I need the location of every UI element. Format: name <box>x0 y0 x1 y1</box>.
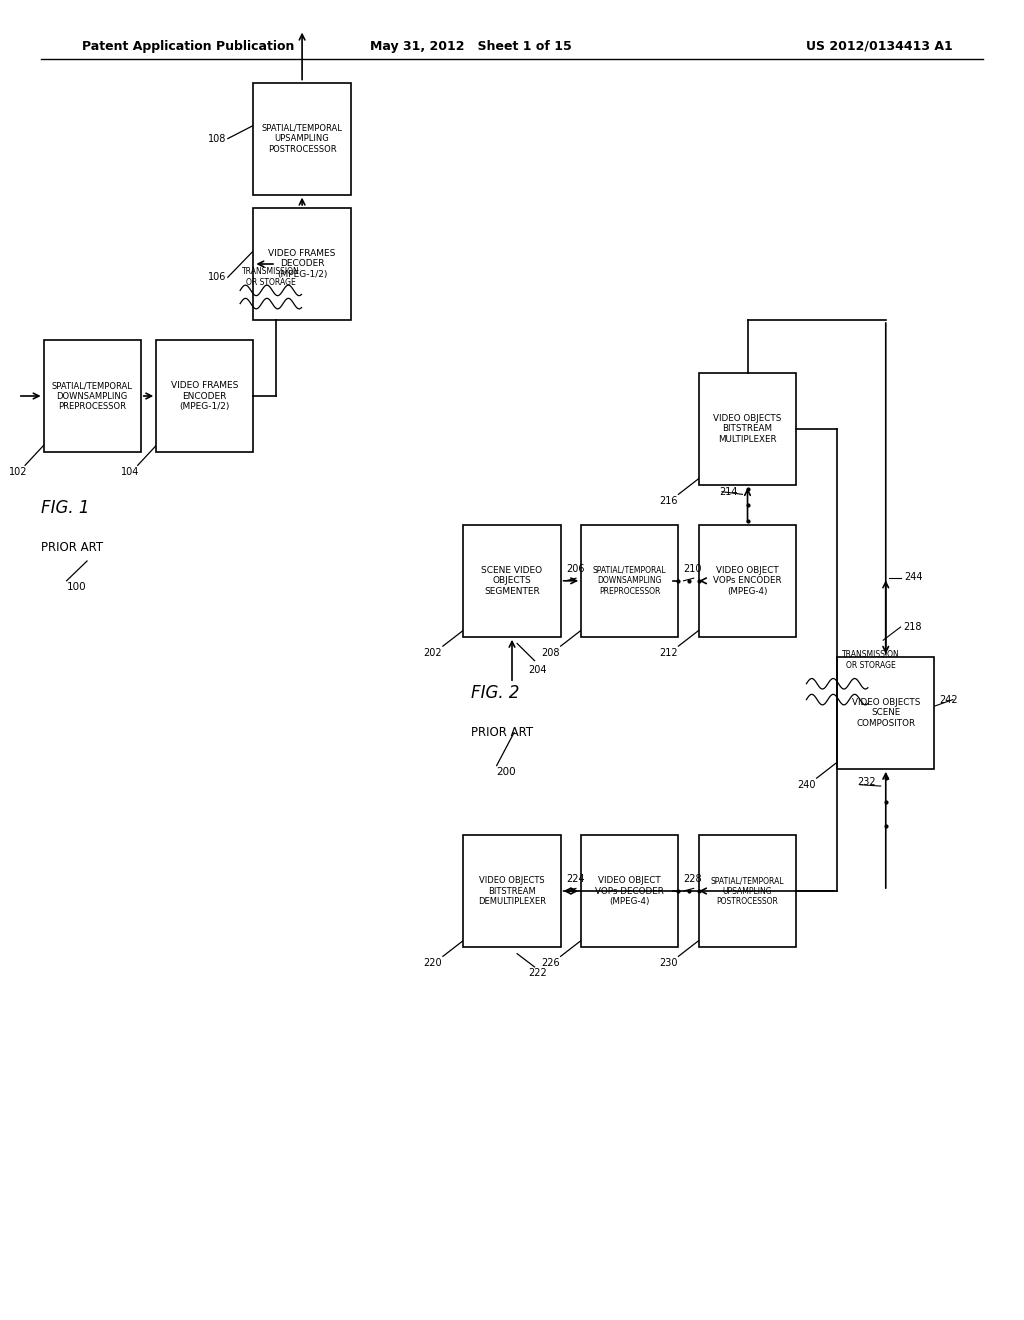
Text: TRANSMISSION
OR STORAGE: TRANSMISSION OR STORAGE <box>842 651 900 669</box>
FancyBboxPatch shape <box>838 656 934 768</box>
FancyBboxPatch shape <box>698 524 797 636</box>
FancyBboxPatch shape <box>254 82 350 195</box>
Text: 204: 204 <box>528 665 547 675</box>
Text: VIDEO FRAMES
DECODER
(MPEG-1/2): VIDEO FRAMES DECODER (MPEG-1/2) <box>268 249 336 279</box>
FancyBboxPatch shape <box>582 834 678 948</box>
FancyBboxPatch shape <box>698 372 797 484</box>
Text: US 2012/0134413 A1: US 2012/0134413 A1 <box>806 40 952 53</box>
Text: 232: 232 <box>857 777 876 787</box>
FancyBboxPatch shape <box>582 524 678 636</box>
FancyBboxPatch shape <box>463 834 561 948</box>
Text: 240: 240 <box>797 780 816 789</box>
FancyBboxPatch shape <box>43 341 141 451</box>
Text: PRIOR ART: PRIOR ART <box>41 541 103 554</box>
Text: SPATIAL/TEMPORAL
UPSAMPLING
POSTROCESSOR: SPATIAL/TEMPORAL UPSAMPLING POSTROCESSOR <box>711 876 784 906</box>
Text: 102: 102 <box>8 467 28 477</box>
Text: PRIOR ART: PRIOR ART <box>471 726 534 739</box>
Text: 220: 220 <box>423 958 442 968</box>
Text: VIDEO OBJECTS
BITSTREAM
DEMULTIPLEXER: VIDEO OBJECTS BITSTREAM DEMULTIPLEXER <box>478 876 546 906</box>
Text: FIG. 2: FIG. 2 <box>471 684 519 702</box>
Text: 242: 242 <box>940 694 958 705</box>
Text: 212: 212 <box>658 648 678 657</box>
Text: SCENE VIDEO
OBJECTS
SEGMENTER: SCENE VIDEO OBJECTS SEGMENTER <box>481 566 543 595</box>
Text: 244: 244 <box>904 573 923 582</box>
Text: May 31, 2012   Sheet 1 of 15: May 31, 2012 Sheet 1 of 15 <box>370 40 572 53</box>
FancyBboxPatch shape <box>157 341 254 451</box>
Text: SPATIAL/TEMPORAL
DOWNSAMPLING
PREPROCESSOR: SPATIAL/TEMPORAL DOWNSAMPLING PREPROCESS… <box>593 566 667 595</box>
Text: 228: 228 <box>684 874 702 884</box>
Text: Patent Application Publication: Patent Application Publication <box>82 40 294 53</box>
Text: 100: 100 <box>67 582 86 593</box>
Text: 214: 214 <box>719 487 737 496</box>
Text: 206: 206 <box>565 564 585 574</box>
Text: TRANSMISSION
OR STORAGE: TRANSMISSION OR STORAGE <box>242 268 300 286</box>
Text: VIDEO OBJECTS
BITSTREAM
MULTIPLEXER: VIDEO OBJECTS BITSTREAM MULTIPLEXER <box>714 414 781 444</box>
Text: SPATIAL/TEMPORAL
UPSAMPLING
POSTROCESSOR: SPATIAL/TEMPORAL UPSAMPLING POSTROCESSOR <box>262 124 342 153</box>
Text: 210: 210 <box>684 564 702 574</box>
FancyBboxPatch shape <box>463 524 561 636</box>
Text: SPATIAL/TEMPORAL
DOWNSAMPLING
PREPROCESSOR: SPATIAL/TEMPORAL DOWNSAMPLING PREPROCESS… <box>52 381 132 411</box>
Text: FIG. 1: FIG. 1 <box>41 499 89 517</box>
Text: 218: 218 <box>904 622 923 632</box>
Text: 202: 202 <box>423 648 442 657</box>
Text: 108: 108 <box>209 133 226 144</box>
Text: 224: 224 <box>565 874 585 884</box>
Text: VIDEO OBJECTS
SCENE
COMPOSITOR: VIDEO OBJECTS SCENE COMPOSITOR <box>852 698 920 727</box>
Text: 230: 230 <box>658 958 678 968</box>
FancyBboxPatch shape <box>254 207 350 319</box>
FancyBboxPatch shape <box>698 834 797 948</box>
Text: 222: 222 <box>528 969 547 978</box>
Text: 216: 216 <box>658 496 678 506</box>
Text: 106: 106 <box>209 272 226 282</box>
Text: VIDEO FRAMES
ENCODER
(MPEG-1/2): VIDEO FRAMES ENCODER (MPEG-1/2) <box>171 381 239 411</box>
Text: 104: 104 <box>122 467 139 477</box>
Text: VIDEO OBJECT
VOPs DECODER
(MPEG-4): VIDEO OBJECT VOPs DECODER (MPEG-4) <box>595 876 665 906</box>
Text: 200: 200 <box>497 767 516 777</box>
Text: VIDEO OBJECT
VOPs ENCODER
(MPEG-4): VIDEO OBJECT VOPs ENCODER (MPEG-4) <box>713 566 782 595</box>
Text: 208: 208 <box>541 648 560 657</box>
Text: 226: 226 <box>541 958 560 968</box>
